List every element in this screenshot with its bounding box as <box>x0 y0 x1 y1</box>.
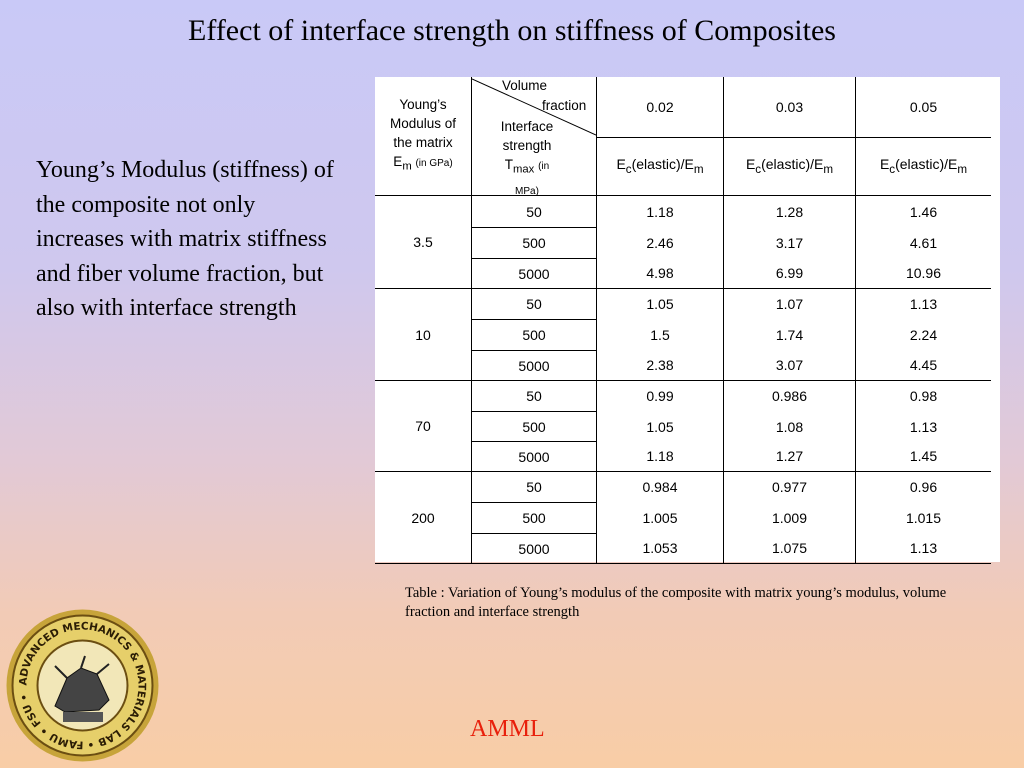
interface-strength-cell: 500 <box>471 319 597 351</box>
interface-strength-cell: 50 <box>471 195 597 228</box>
interface-strength-cell: 50 <box>471 471 597 503</box>
ratio-value-cell: 1.015 <box>905 510 942 526</box>
table-row: 10 50 1.05 1.07 1.13 <box>375 288 991 381</box>
ratio-value-cell: 4.98 <box>596 258 724 289</box>
ratio-value-cell: 1.009 <box>723 502 856 534</box>
ratio-value-cell: 0.977 <box>723 471 856 503</box>
interface-strength-cell: 500 <box>471 502 597 534</box>
ratio-value-cell: 1.46 <box>909 203 938 220</box>
ratio-value-cell: 1.005 <box>596 502 724 534</box>
ratio-value-cell: 10.96 <box>855 258 991 289</box>
ratio-value-cell: 1.13 <box>909 418 938 435</box>
table-row: 5000 1.18 1.27 1.45 <box>375 441 991 472</box>
results-table-panel: Young’s Modulus of the matrix Em (in GPa… <box>375 77 1000 564</box>
header-vf-2: 0.03 <box>723 77 856 138</box>
table-row: 5000 2.38 3.07 4.45 <box>375 350 991 381</box>
ratio-value-cell: 1.053 <box>596 533 724 564</box>
table-row: 500 2.46 3.17 4.61 <box>375 227 991 259</box>
ratio-value-cell: 1.5 <box>596 319 724 351</box>
interface-strength-cell: 50 <box>471 288 597 320</box>
ratio-value-cell: 1.27 <box>723 441 856 472</box>
interface-strength-cell: 50 <box>471 380 597 412</box>
interface-strength-cell: 500 <box>471 227 597 259</box>
table-row: 200 50 0.984 0.977 0.96 <box>375 471 991 564</box>
interface-strength-cell: 5000 <box>471 533 597 564</box>
ratio-value-cell: 4.61 <box>909 235 938 251</box>
table-row: 3.5 50 1.18 1.28 1.46 <box>375 195 991 289</box>
ratio-value-cell: 1.18 <box>596 441 724 472</box>
ratio-value-cell: 0.98 <box>909 388 938 405</box>
ratio-value-cell: 1.45 <box>855 441 991 472</box>
header-ym-line1: Young’s <box>399 97 447 113</box>
ratio-value-cell: 0.96 <box>909 479 938 496</box>
footer-amml: AMML <box>470 716 545 742</box>
table-row: 5000 4.98 6.99 10.96 <box>375 258 991 289</box>
table-row: 500 1.05 1.08 1.13 <box>375 411 991 442</box>
ratio-value-cell: 6.99 <box>723 258 856 289</box>
ratio-value-cell: 1.05 <box>596 411 724 442</box>
header-volume: Volume <box>502 78 548 93</box>
interface-strength-cell: 5000 <box>471 350 597 381</box>
ratio-value-cell: 4.45 <box>855 350 991 381</box>
header-matrix-modulus: Young’s Modulus of the matrix Em (in GPa… <box>375 77 472 196</box>
header-ym-symbol: Em (in GPa) <box>393 154 453 173</box>
header-diagonal-line <box>472 78 596 136</box>
ratio-value-cell: 1.13 <box>909 296 938 313</box>
interface-strength-cell: 500 <box>471 411 597 442</box>
header-diagonal-cell: Volume fraction Interface strength Tmax … <box>471 77 597 197</box>
matrix-modulus-cell: 200 <box>375 471 472 564</box>
header-ratio-3: Ec(elastic)/Em <box>855 137 991 197</box>
slide-title: Effect of interface strength on stiffnes… <box>188 14 836 47</box>
header-ym-line2: Modulus of <box>389 116 457 132</box>
ratio-value-cell: 1.075 <box>723 533 856 564</box>
matrix-modulus-cell: 10 <box>375 288 472 381</box>
header-vf-3: 0.05 <box>855 77 991 138</box>
header-ratio-1: Ec(elastic)/Em <box>596 137 724 197</box>
header-vf-1: 0.02 <box>596 77 724 138</box>
results-table: Young’s Modulus of the matrix Em (in GPa… <box>375 77 991 564</box>
lab-seal-logo: ADVANCED MECHANICS & MATERIALS LAB • FAM… <box>6 609 159 762</box>
header-interface-strength: Interface strength Tmax (in MPa) <box>500 119 554 197</box>
ratio-value-cell: 0.99 <box>596 380 724 412</box>
ratio-value-cell: 1.74 <box>723 319 856 351</box>
header-fraction: fraction <box>542 98 587 113</box>
ratio-value-cell: 0.984 <box>596 471 724 503</box>
table-row: 500 1.5 1.74 2.24 <box>375 319 991 351</box>
ratio-value-cell: 3.07 <box>723 350 856 381</box>
ratio-value-cell: 2.38 <box>596 350 724 381</box>
table-row: 500 1.005 1.009 1.015 <box>375 502 991 534</box>
table-row: 5000 1.053 1.075 1.13 <box>375 533 991 564</box>
ratio-value-cell: 2.46 <box>596 227 724 259</box>
header-ratio-2: Ec(elastic)/Em <box>723 137 856 197</box>
interface-strength-cell: 5000 <box>471 441 597 472</box>
ratio-value-cell: 1.13 <box>855 533 991 564</box>
ratio-value-cell: 3.17 <box>723 227 856 259</box>
ratio-value-cell: 1.28 <box>723 195 856 228</box>
matrix-modulus-cell: 3.5 <box>375 195 472 289</box>
table-caption: Table : Variation of Young’s modulus of … <box>405 585 947 620</box>
slide-body-text: Young’s Modulus (stiffness) of the compo… <box>36 157 334 321</box>
matrix-modulus-cell: 70 <box>375 380 472 472</box>
ratio-value-cell: 0.986 <box>723 380 856 412</box>
table-row: 70 50 0.99 0.986 0.98 <box>375 380 991 472</box>
ratio-value-cell: 1.05 <box>596 288 724 320</box>
table-body: 3.5 50 1.18 1.28 1.46 500 2.46 3.17 4.61 5000 4.98… <box>375 195 991 564</box>
ratio-value-cell: 1.18 <box>596 195 724 228</box>
interface-strength-cell: 5000 <box>471 258 597 289</box>
ratio-value-cell: 1.07 <box>723 288 856 320</box>
header-ym-line3: the matrix <box>393 135 453 151</box>
ratio-value-cell: 2.24 <box>909 327 938 343</box>
ratio-value-cell: 1.08 <box>723 411 856 442</box>
